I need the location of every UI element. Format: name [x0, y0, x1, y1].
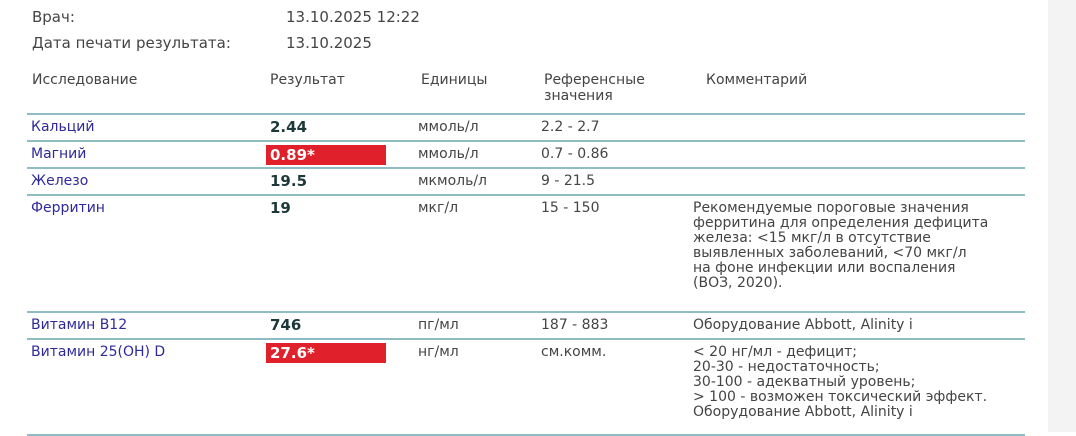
result-value: 0.89*	[266, 145, 386, 165]
reference-range: 187 - 883	[541, 317, 609, 333]
reference-range: 9 - 21.5	[541, 173, 596, 189]
header-result: Результат	[270, 72, 345, 88]
test-name[interactable]: Витамин 25(OH) D	[31, 344, 166, 360]
header-reference: Референсные значения	[544, 72, 645, 104]
header-test: Исследование	[32, 72, 138, 88]
print-date-label: Дата печати результата:	[32, 34, 231, 52]
units: ммоль/л	[418, 146, 479, 162]
result-value: 19.5	[270, 172, 308, 190]
test-name[interactable]: Железо	[31, 173, 89, 189]
header-units: Единицы	[421, 72, 488, 88]
test-name[interactable]: Витамин B12	[31, 317, 128, 333]
table-row: Железо 19.5 мкмоль/л 9 - 21.5	[27, 167, 1025, 194]
units: пг/мл	[418, 317, 459, 333]
comment: Рекомендуемые пороговые значения феррити…	[693, 200, 989, 291]
doctor-value: 13.10.2025 12:22	[286, 8, 420, 26]
doctor-field: Врач: 13.10.2025 12:22	[32, 8, 420, 26]
table-row: Витамин 25(OH) D 27.6* нг/мл см.комм. < 20 н…	[27, 338, 1025, 436]
table-row: Магний 0.89* ммоль/л 0.7 - 0.86	[27, 140, 1025, 167]
result-value: 19	[270, 199, 291, 217]
test-name[interactable]: Магний	[31, 146, 87, 162]
scrollbar[interactable]	[1048, 0, 1076, 432]
result-value: 27.6*	[266, 343, 386, 363]
table-row: Кальций 2.44 ммоль/л 2.2 - 2.7	[27, 113, 1025, 140]
comment: < 20 нг/мл - дефицит; 20-30 - недостаточ…	[693, 344, 988, 420]
test-name[interactable]: Кальций	[31, 119, 95, 135]
result-value: 2.44	[270, 118, 308, 136]
units: ммоль/л	[418, 119, 479, 135]
print-date-value: 13.10.2025	[286, 34, 372, 52]
doctor-label: Врач:	[32, 8, 75, 26]
units: нг/мл	[418, 344, 459, 360]
units: мкмоль/л	[418, 173, 488, 189]
reference-range: 2.2 - 2.7	[541, 119, 600, 135]
reference-range: 15 - 150	[541, 200, 600, 216]
results-table: Кальций 2.44 ммоль/л 2.2 - 2.7 Магний 0.89* мм…	[27, 113, 1025, 436]
units: мкг/л	[418, 200, 459, 216]
comment: Оборудование Abbott, Alinity i	[693, 317, 913, 333]
result-value: 746	[270, 316, 302, 334]
print-date-field: Дата печати результата: 13.10.2025	[32, 34, 372, 52]
reference-range: см.комм.	[541, 344, 607, 360]
table-row: Витамин B12 746 пг/мл 187 - 883 Оборудование…	[27, 311, 1025, 338]
reference-range: 0.7 - 0.86	[541, 146, 609, 162]
header-comment: Комментарий	[706, 72, 808, 88]
test-name[interactable]: Ферритин	[31, 200, 105, 216]
table-row: Ферритин 19 мкг/л 15 - 150 Рекомендуемые пор…	[27, 194, 1025, 311]
